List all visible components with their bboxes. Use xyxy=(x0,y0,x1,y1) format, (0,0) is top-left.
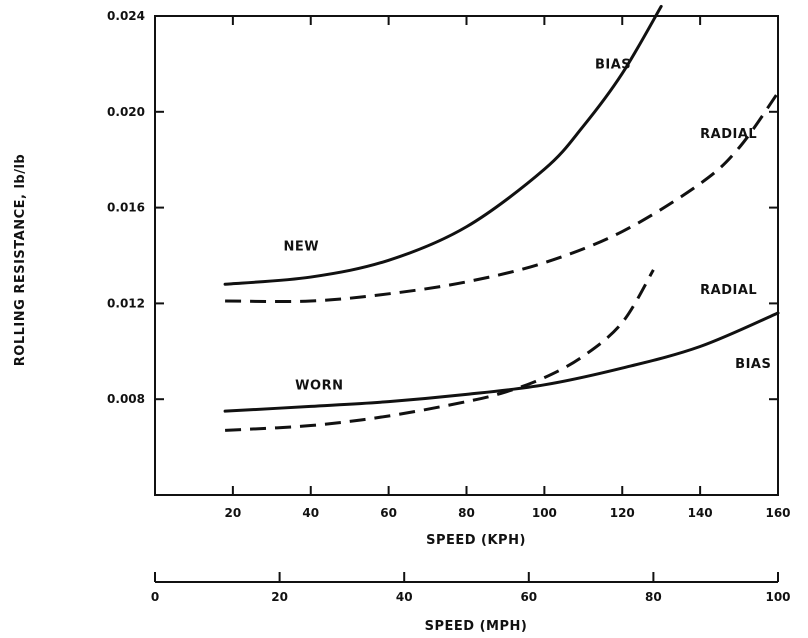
plot-frame xyxy=(154,15,779,496)
annotations: BIAS RADIAL NEW RADIAL WORN BIAS xyxy=(283,58,771,394)
y-tick-label: 0.016 xyxy=(107,201,145,215)
y-tick-label: 0.020 xyxy=(107,105,145,119)
x-tick-label: 160 xyxy=(765,506,790,520)
x-tick-label: 80 xyxy=(458,506,475,520)
secondary-x-axis-title: SPEED (MPH) xyxy=(425,619,528,634)
annotation-radial: RADIAL xyxy=(700,127,757,142)
y-axis-ticks: 0.008 0.012 0.016 0.020 0.024 xyxy=(107,9,778,406)
x-tick-label: 60 xyxy=(380,506,397,520)
mph-tick-label: 80 xyxy=(645,590,662,604)
mph-tick-label: 60 xyxy=(520,590,537,604)
x-tick-label: 100 xyxy=(532,506,557,520)
series-worn-bias-line xyxy=(223,311,780,413)
series-new-bias-line xyxy=(223,4,663,286)
y-tick-label: 0.024 xyxy=(107,9,145,23)
annotation-new: NEW xyxy=(283,240,319,255)
mph-tick-label: 100 xyxy=(765,590,790,604)
x-tick-label: 140 xyxy=(688,506,713,520)
annotation-bias: BIAS xyxy=(595,58,631,73)
annotation-worn: WORN xyxy=(295,379,343,394)
x-axis-ticks: 20 40 60 80 100 120 140 160 xyxy=(225,16,791,520)
y-axis-title: ROLLING RESISTANCE, lb/lb xyxy=(13,154,28,366)
mph-tick-label: 0 xyxy=(151,590,159,604)
series-new-radial-line xyxy=(225,91,780,304)
annotation-radial: RADIAL xyxy=(700,283,757,298)
y-tick-label: 0.008 xyxy=(107,392,145,406)
mph-tick-label: 20 xyxy=(271,590,288,604)
mph-tick-label: 40 xyxy=(396,590,413,604)
plot-border xyxy=(154,15,779,496)
series-worn-radial-line xyxy=(225,269,655,432)
x-tick-label: 20 xyxy=(225,506,242,520)
y-tick-label: 0.012 xyxy=(107,296,145,310)
mph-axis: 0 20 40 60 80 100 xyxy=(151,572,791,604)
x-axis-title: SPEED (KPH) xyxy=(426,533,526,548)
x-tick-label: 40 xyxy=(302,506,319,520)
x-tick-label: 120 xyxy=(610,506,635,520)
series-layer xyxy=(223,4,780,432)
annotation-bias: BIAS xyxy=(735,357,771,372)
